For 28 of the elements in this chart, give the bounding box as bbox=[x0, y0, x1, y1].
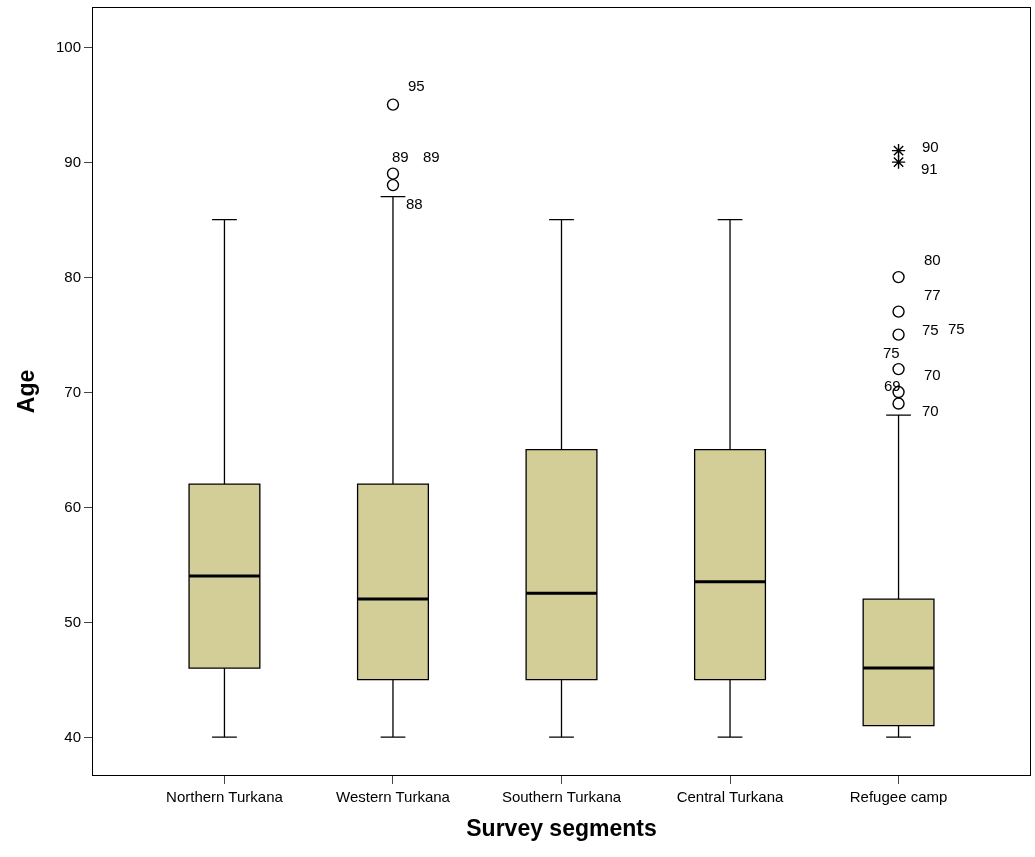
annotation: 70 bbox=[924, 366, 941, 383]
y-tick-label: 80 bbox=[64, 268, 81, 286]
annotation: 90 bbox=[922, 138, 939, 155]
y-axis-title: Age bbox=[13, 369, 40, 414]
annotation: 88 bbox=[406, 195, 423, 212]
y-tick-label: 70 bbox=[64, 383, 81, 401]
annotation: 77 bbox=[924, 286, 941, 303]
x-tick-label: Northern Turkana bbox=[166, 788, 284, 805]
annotation: 91 bbox=[921, 160, 938, 177]
annotation: 80 bbox=[924, 251, 941, 268]
annotation: 69 bbox=[884, 377, 901, 394]
y-tick-label: 40 bbox=[64, 728, 81, 746]
x-tick-label: Refugee camp bbox=[849, 788, 948, 805]
annotation: 75 bbox=[948, 320, 965, 337]
annotation: 89 bbox=[423, 148, 440, 165]
y-tick-label: 90 bbox=[64, 153, 81, 171]
annotation: 75 bbox=[883, 344, 900, 361]
x-tick-label: Central Turkana bbox=[676, 788, 785, 805]
y-tick-label: 50 bbox=[64, 613, 81, 631]
x-tick-label: Southern Turkana bbox=[501, 788, 622, 805]
annotation: 75 bbox=[922, 321, 939, 338]
x-axis-title: Survey segments bbox=[466, 814, 657, 841]
y-tick-label: 60 bbox=[64, 498, 81, 516]
x-tick-label: Western Turkana bbox=[335, 788, 451, 805]
annotation: 89 bbox=[392, 148, 409, 165]
annotation: 70 bbox=[922, 402, 939, 419]
annotation: 95 bbox=[408, 77, 425, 94]
y-tick-label: 100 bbox=[55, 38, 81, 56]
